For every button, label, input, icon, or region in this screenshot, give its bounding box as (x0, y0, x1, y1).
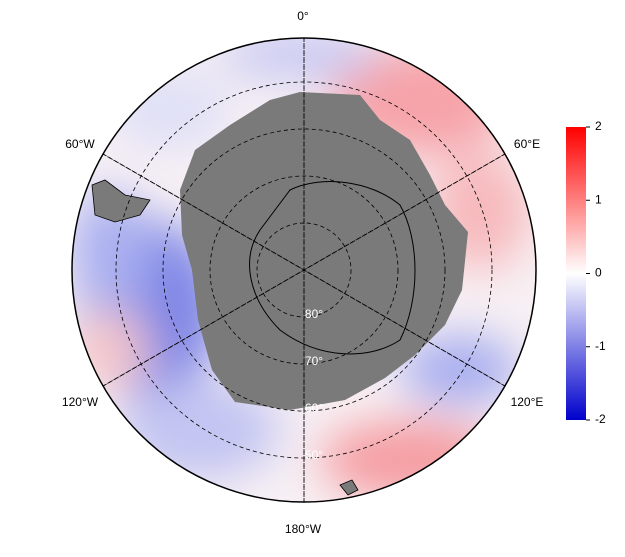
longitude-label: 0° (297, 9, 309, 23)
colorbar-tick-label: 1 (595, 192, 602, 206)
latitude-label: 60° (305, 401, 323, 415)
graticule (102, 38, 506, 502)
colorbar-tick-label: 2 (595, 119, 602, 133)
island (339, 479, 359, 496)
latitude-label: 50° (305, 448, 323, 462)
map-border (71, 37, 537, 503)
coastline (249, 181, 416, 355)
colorbar-tick-label: -2 (595, 412, 606, 426)
latitude-circle (162, 128, 446, 412)
south-america (91, 179, 151, 223)
longitude-label: 180°W (285, 522, 322, 536)
longitude-line (102, 153, 506, 387)
colorbar (566, 127, 586, 420)
longitude-label: 60°E (514, 137, 540, 151)
longitude-label: 120°E (511, 395, 544, 409)
longitude-label: 120°W (62, 395, 99, 409)
colorbar-ticks: 2 1 0 -1 -2 (586, 119, 606, 426)
latitude-label: 80° (305, 307, 323, 321)
anomaly-field (72, 38, 536, 502)
latitude-label: 70° (305, 354, 323, 368)
colorbar-tick-label: 0 (595, 266, 602, 280)
longitude-label: 60°W (65, 137, 95, 151)
labels: 0° 60°E 120°E 180°W 120°W 60°W 80° 70° 60° 50° (62, 9, 543, 536)
antarctica (180, 92, 468, 410)
colorbar-tick-label: -1 (595, 339, 606, 353)
